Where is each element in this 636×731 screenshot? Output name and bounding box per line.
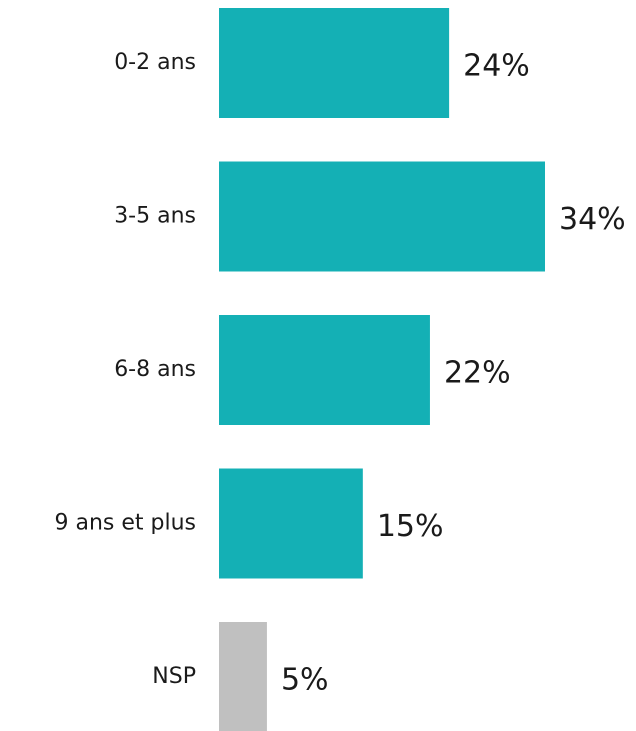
value-label-1: 24% bbox=[463, 49, 530, 84]
bar-3 bbox=[219, 315, 430, 425]
category-label-2: 3-5 ans bbox=[114, 204, 196, 229]
bar-1 bbox=[219, 8, 450, 118]
value-label-4: 15% bbox=[377, 509, 444, 544]
value-label-5: 5% bbox=[281, 663, 329, 698]
bar-5 bbox=[219, 622, 267, 731]
bar-2 bbox=[219, 161, 545, 272]
value-label-3: 22% bbox=[444, 356, 511, 391]
bar-4 bbox=[219, 468, 363, 579]
category-label-1: 0-2 ans bbox=[114, 50, 196, 75]
category-label-5: NSP bbox=[152, 664, 196, 689]
value-label-2: 34% bbox=[559, 202, 626, 237]
category-label-3: 6-8 ans bbox=[114, 357, 196, 382]
category-label-4: 9 ans et plus bbox=[54, 511, 196, 536]
